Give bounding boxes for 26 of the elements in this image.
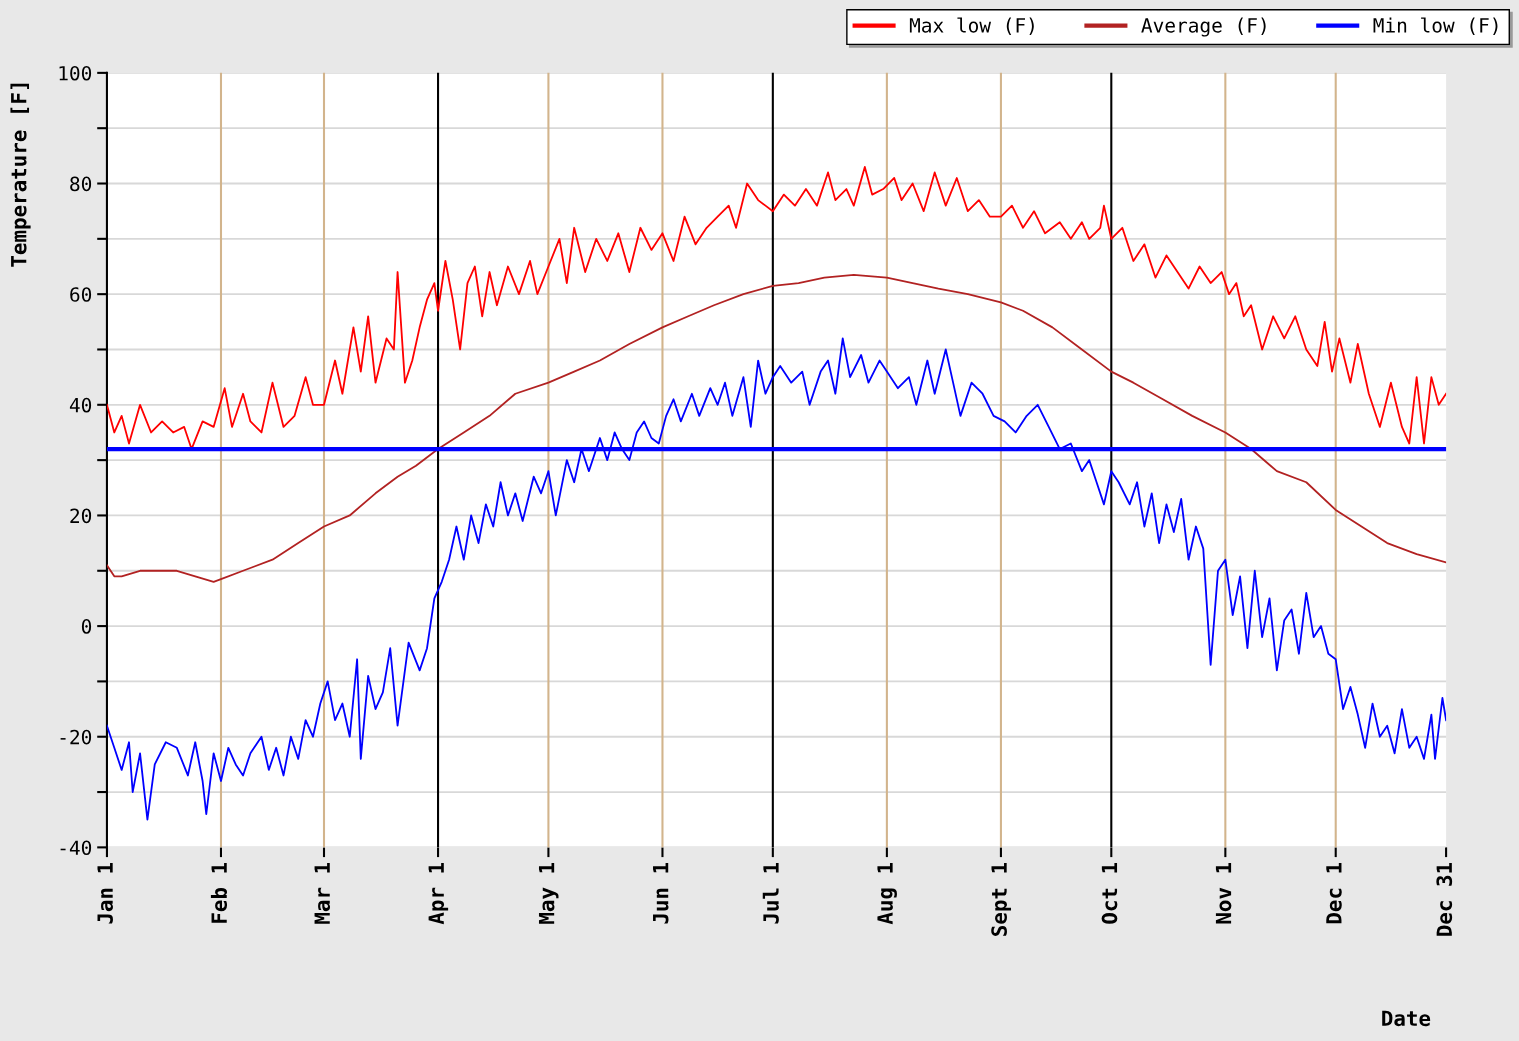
y-axis-title: Temperature [F] <box>10 83 31 267</box>
legend-label: Max low (F) <box>909 17 1034 35</box>
x-tick-label: Nov 1 <box>1215 862 1232 924</box>
x-tick-label: Feb 1 <box>210 862 228 923</box>
y-tick-label: 40 <box>69 397 92 413</box>
y-tick-label: 100 <box>59 65 92 81</box>
y-tick-label: 20 <box>70 508 92 524</box>
x-tick-label: Sept 1 <box>991 862 1012 936</box>
y-tick-label: 80 <box>70 176 92 192</box>
x-tick-label: Aug 1 <box>877 862 897 925</box>
x-tick-label: Jan 1 <box>97 862 113 924</box>
y-tick-label: 60 <box>70 287 92 302</box>
x-tick-label: Mar 1 <box>314 862 331 924</box>
y-tick-label: 0 <box>81 619 92 634</box>
legend-label: Average (F) <box>1141 17 1266 37</box>
x-tick-label: Jun 1 <box>653 862 669 924</box>
x-tick-label: Dec 31 <box>1436 862 1453 936</box>
y-tick-label: -40 <box>60 840 92 856</box>
x-tick-label: May 1 <box>538 862 559 924</box>
x-tick-label: Dec 1 <box>1326 862 1342 924</box>
x-tick-label: Jul 1 <box>762 862 779 924</box>
x-tick-label: Apr 1 <box>428 862 449 925</box>
legend-label: Min low (F) <box>1373 17 1498 35</box>
x-axis-title: Date <box>1382 1010 1431 1027</box>
x-tick-label: Oct 1 <box>1101 862 1118 924</box>
y-tick-label: -20 <box>60 729 92 745</box>
